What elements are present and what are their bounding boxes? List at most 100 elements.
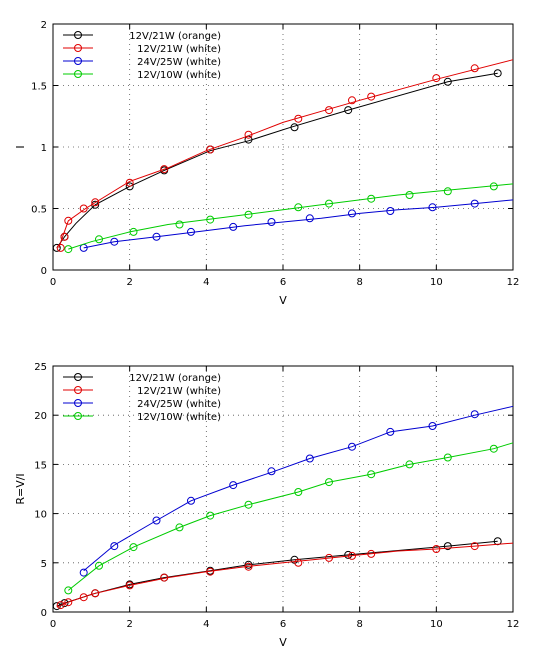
data-point bbox=[305, 214, 314, 223]
y-tick-label: 1 bbox=[41, 143, 47, 154]
legend-label: 12V/21W (white) bbox=[137, 386, 221, 397]
data-point bbox=[267, 467, 276, 476]
data-point bbox=[294, 114, 303, 123]
data-point bbox=[206, 145, 215, 154]
data-point bbox=[470, 410, 479, 419]
data-point bbox=[325, 553, 333, 562]
y-tick-label: 0.5 bbox=[31, 205, 47, 216]
data-point bbox=[175, 523, 184, 532]
legend-label: 12V/21W (white) bbox=[137, 44, 221, 55]
data-point bbox=[79, 568, 88, 577]
data-point bbox=[244, 500, 253, 509]
data-point bbox=[294, 203, 303, 212]
x-tick-label: 4 bbox=[203, 619, 209, 630]
data-point bbox=[348, 96, 356, 105]
data-point bbox=[344, 106, 353, 115]
series-line bbox=[83, 199, 514, 249]
legend-label: 12V/21W (orange) bbox=[129, 31, 221, 42]
x-tick-label: 8 bbox=[356, 277, 362, 288]
series-2 bbox=[79, 405, 514, 577]
data-point bbox=[344, 550, 353, 559]
data-point bbox=[244, 130, 253, 139]
x-tick-label: 8 bbox=[356, 619, 362, 630]
y-axis-label: R=V/I bbox=[14, 473, 27, 504]
data-point bbox=[152, 232, 161, 241]
series-0 bbox=[52, 69, 502, 252]
data-point bbox=[129, 227, 138, 236]
data-point bbox=[206, 511, 215, 520]
series-line bbox=[56, 72, 498, 249]
data-point bbox=[443, 187, 452, 196]
data-point bbox=[95, 561, 103, 570]
data-point bbox=[56, 601, 65, 610]
data-point bbox=[244, 210, 253, 219]
data-point bbox=[206, 567, 215, 576]
legend-marker bbox=[74, 399, 82, 407]
series-line bbox=[83, 405, 514, 572]
data-point bbox=[443, 453, 452, 462]
series-line bbox=[56, 542, 514, 608]
data-point bbox=[125, 182, 134, 191]
data-point bbox=[367, 194, 376, 203]
x-tick-label: 2 bbox=[126, 619, 132, 630]
series-0 bbox=[52, 537, 502, 611]
legend-label: 12V/10W (white) bbox=[137, 412, 221, 423]
data-point bbox=[386, 427, 395, 436]
legend-label: 24V/25W (white) bbox=[137, 399, 221, 410]
data-point bbox=[348, 551, 356, 560]
data-point bbox=[125, 178, 134, 187]
data-point bbox=[56, 243, 65, 252]
x-tick-label: 0 bbox=[50, 277, 56, 288]
data-point bbox=[294, 558, 303, 567]
y-tick-label: 2 bbox=[41, 20, 47, 31]
x-axis-label: V bbox=[279, 294, 287, 307]
legend-marker bbox=[74, 31, 82, 39]
data-point bbox=[405, 460, 414, 469]
data-point bbox=[428, 203, 437, 212]
data-point bbox=[175, 220, 184, 229]
x-tick-label: 0 bbox=[50, 619, 56, 630]
data-point bbox=[64, 586, 73, 595]
series-3 bbox=[64, 442, 514, 595]
series-1 bbox=[56, 542, 514, 610]
series-line bbox=[58, 59, 514, 249]
legend-marker bbox=[74, 70, 82, 78]
y-tick-label: 20 bbox=[34, 411, 47, 422]
data-point bbox=[470, 199, 479, 208]
data-point bbox=[60, 599, 69, 608]
data-point bbox=[244, 562, 253, 571]
data-point bbox=[428, 422, 437, 430]
x-tick-label: 6 bbox=[280, 619, 286, 630]
data-point bbox=[367, 92, 376, 101]
legend-label: 12V/21W (orange) bbox=[129, 373, 221, 384]
x-tick-label: 12 bbox=[507, 277, 520, 288]
data-point bbox=[110, 542, 119, 551]
y-tick-label: 5 bbox=[41, 559, 47, 570]
x-tick-label: 10 bbox=[430, 619, 443, 630]
legend-marker bbox=[74, 386, 82, 394]
y-tick-label: 1.5 bbox=[31, 82, 47, 93]
data-point bbox=[110, 237, 119, 246]
data-point bbox=[432, 545, 441, 553]
data-point bbox=[91, 589, 100, 598]
data-point bbox=[64, 216, 73, 225]
data-point bbox=[64, 245, 73, 254]
resistance-plot: 0 2 4 6 8 10 12 0 5 10 15 20 25 V R=V/I 12V/21W (orange… bbox=[14, 362, 519, 649]
legend-marker bbox=[74, 412, 82, 420]
y-tick-label: 15 bbox=[34, 460, 47, 471]
plot-frame bbox=[52, 23, 514, 271]
y-axis-label: I bbox=[14, 145, 27, 148]
legend-marker bbox=[74, 373, 82, 381]
y-tick-label: 10 bbox=[34, 510, 47, 521]
data-point bbox=[305, 454, 314, 463]
data-point bbox=[489, 182, 498, 191]
x-axis-label: V bbox=[279, 636, 287, 649]
data-point bbox=[95, 235, 103, 244]
data-point bbox=[348, 442, 356, 451]
data-point bbox=[267, 218, 276, 226]
data-point bbox=[470, 542, 479, 551]
legend: 12V/21W (orange) 12V/21W (white) 24V/25W (… bbox=[63, 373, 221, 423]
data-point bbox=[91, 198, 100, 207]
data-point bbox=[443, 542, 452, 551]
